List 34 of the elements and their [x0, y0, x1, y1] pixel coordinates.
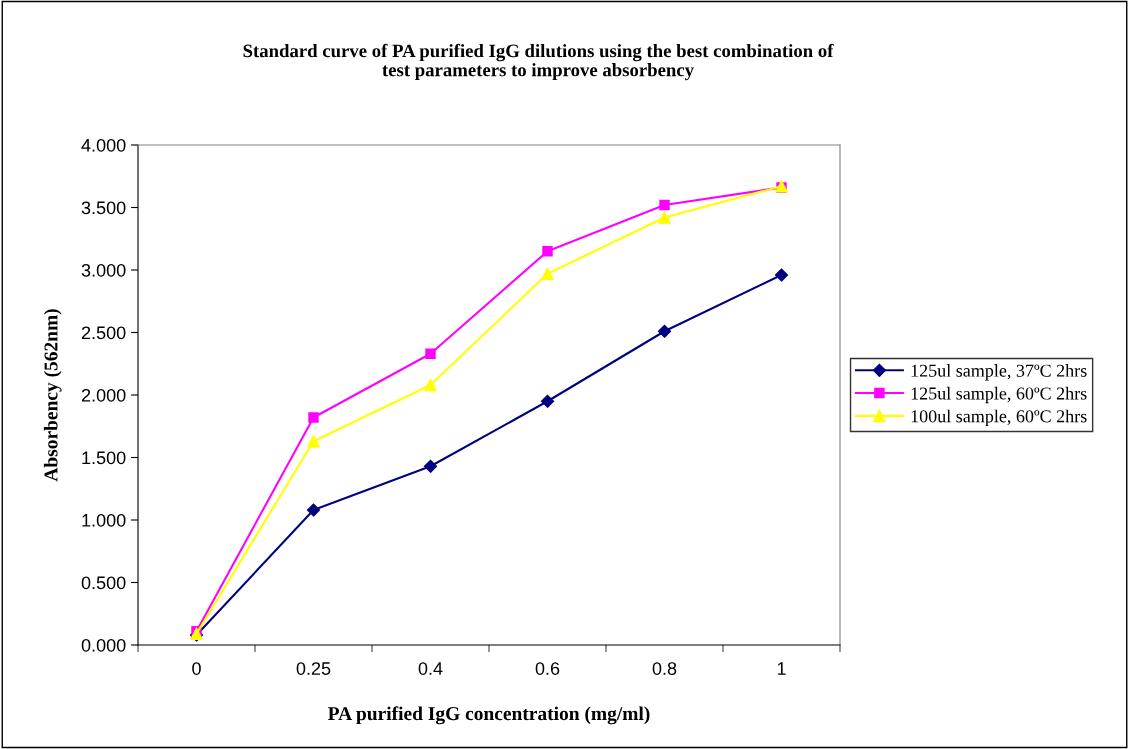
y-tick-label: 3.000 — [81, 263, 126, 277]
point — [659, 199, 670, 211]
point — [541, 267, 554, 281]
point — [425, 348, 436, 359]
x-tick-label: 0.25 — [296, 662, 331, 675]
y-tick-label: 0.500 — [81, 576, 126, 590]
x-tick-label: 1 — [777, 662, 786, 675]
y-axis-title: Absorbency (562nm) — [43, 309, 62, 482]
y-tick-label: 2.500 — [81, 326, 126, 340]
point — [424, 378, 437, 392]
y-tick-label: 4.000 — [81, 138, 126, 152]
x-tick-label: 0.4 — [418, 662, 443, 675]
point — [307, 434, 320, 448]
point — [774, 268, 789, 282]
x-axis-title: PA purified IgG concentration (mg/ml) — [328, 706, 650, 725]
legend-label: 125ul sample, 60ºC 2hrs — [911, 386, 1087, 404]
point — [542, 246, 553, 257]
point — [658, 211, 671, 224]
y-tick-label: 0.000 — [81, 638, 126, 652]
y-tick-label: 2.000 — [81, 388, 126, 402]
point — [423, 459, 438, 473]
legend-label: 125ul sample, 37ºC 2hrs — [911, 364, 1087, 381]
chart-title: Standard curve of PA purified IgG dilutions using the best combination of test parameters to improve absorbency — [243, 43, 834, 81]
y-tick-label: 3.500 — [81, 201, 126, 215]
x-tick-label: 0 — [192, 662, 201, 675]
point — [308, 412, 319, 423]
x-tick-label: 0.8 — [652, 662, 677, 675]
legend-label: 100ul sample, 60ºC 2hrs — [911, 409, 1087, 427]
point — [540, 394, 555, 408]
point — [306, 503, 321, 517]
y-tick-label: 1.000 — [82, 513, 126, 527]
point — [657, 324, 672, 338]
x-tick-label: 0.6 — [535, 662, 560, 675]
y-tick-label: 1.500 — [82, 451, 126, 465]
